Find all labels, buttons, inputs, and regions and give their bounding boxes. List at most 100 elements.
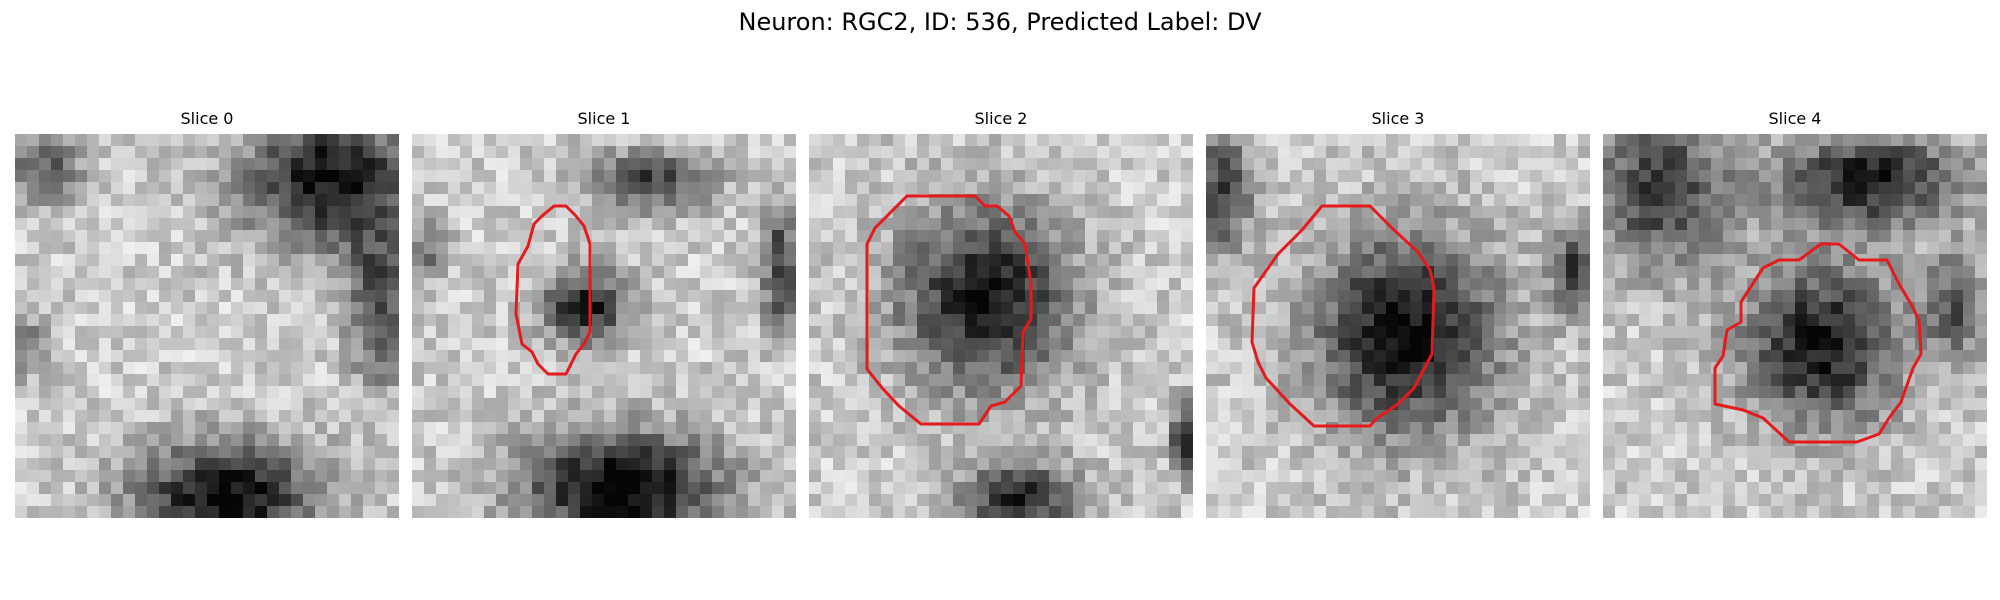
- image-pixel: [39, 134, 52, 147]
- image-pixel: [1109, 170, 1122, 183]
- image-pixel: [231, 302, 244, 315]
- image-pixel: [1434, 410, 1447, 423]
- image-pixel: [881, 422, 894, 435]
- image-pixel: [1157, 362, 1170, 375]
- image-pixel: [1879, 242, 1892, 255]
- image-pixel: [1819, 446, 1832, 459]
- image-pixel: [448, 158, 461, 171]
- image-pixel: [39, 182, 52, 195]
- image-pixel: [1771, 218, 1784, 231]
- image-pixel: [1362, 290, 1375, 303]
- image-pixel: [351, 206, 364, 219]
- image-pixel: [1157, 422, 1170, 435]
- image-pixel: [484, 350, 497, 363]
- image-pixel: [1867, 398, 1880, 411]
- image-pixel: [1639, 146, 1652, 159]
- image-pixel: [219, 314, 232, 327]
- image-pixel: [1230, 314, 1243, 327]
- image-pixel: [303, 446, 316, 459]
- image-pixel: [1506, 410, 1519, 423]
- image-pixel: [135, 434, 148, 447]
- image-pixel: [1230, 230, 1243, 243]
- image-pixel: [1903, 146, 1916, 159]
- image-pixel: [1578, 362, 1590, 375]
- image-pixel: [1133, 362, 1146, 375]
- image-pixel: [339, 470, 352, 483]
- image-pixel: [965, 134, 978, 147]
- image-pixel: [111, 434, 124, 447]
- image-pixel: [520, 386, 533, 399]
- image-pixel: [1338, 434, 1351, 447]
- image-pixel: [424, 494, 437, 507]
- image-pixel: [1013, 194, 1026, 207]
- image-pixel: [1145, 278, 1158, 291]
- image-pixel: [628, 182, 641, 195]
- image-pixel: [207, 326, 220, 339]
- image-pixel: [1266, 482, 1279, 495]
- image-pixel: [640, 134, 653, 147]
- image-pixel: [1831, 230, 1844, 243]
- image-pixel: [1675, 446, 1688, 459]
- image-pixel: [881, 338, 894, 351]
- image-pixel: [327, 446, 340, 459]
- image-pixel: [375, 302, 388, 315]
- image-pixel: [448, 506, 461, 518]
- image-pixel: [424, 326, 437, 339]
- image-pixel: [1975, 182, 1987, 195]
- image-pixel: [664, 170, 677, 183]
- image-pixel: [448, 410, 461, 423]
- image-pixel: [1578, 278, 1590, 291]
- image-pixel: [1578, 266, 1590, 279]
- image-pixel: [809, 158, 822, 171]
- image-pixel: [917, 362, 930, 375]
- image-pixel: [688, 350, 701, 363]
- image-pixel: [688, 206, 701, 219]
- image-pixel: [1975, 302, 1987, 315]
- image-pixel: [87, 386, 100, 399]
- image-pixel: [532, 494, 545, 507]
- image-pixel: [1651, 134, 1664, 147]
- image-pixel: [1290, 218, 1303, 231]
- image-pixel: [1085, 254, 1098, 267]
- image-pixel: [1687, 362, 1700, 375]
- image-pixel: [171, 362, 184, 375]
- image-pixel: [1422, 458, 1435, 471]
- image-pixel: [845, 374, 858, 387]
- image-pixel: [712, 506, 725, 518]
- image-pixel: [1374, 338, 1387, 351]
- image-pixel: [363, 374, 376, 387]
- image-pixel: [1615, 170, 1628, 183]
- image-pixel: [1566, 266, 1579, 279]
- image-pixel: [255, 230, 268, 243]
- image-pixel: [821, 230, 834, 243]
- image-pixel: [1723, 314, 1736, 327]
- image-pixel: [171, 206, 184, 219]
- image-pixel: [1831, 326, 1844, 339]
- image-pixel: [1530, 314, 1543, 327]
- image-pixel: [1627, 410, 1640, 423]
- image-pixel: [27, 230, 40, 243]
- image-pixel: [652, 182, 665, 195]
- image-pixel: [1097, 266, 1110, 279]
- image-pixel: [712, 182, 725, 195]
- image-pixel: [412, 362, 425, 375]
- image-pixel: [616, 266, 629, 279]
- image-pixel: [1855, 398, 1868, 411]
- image-pixel: [51, 338, 64, 351]
- image-pixel: [255, 254, 268, 267]
- image-pixel: [135, 470, 148, 483]
- image-pixel: [1482, 326, 1495, 339]
- image-pixel: [508, 134, 521, 147]
- image-pixel: [1169, 494, 1182, 507]
- image-pixel: [1807, 134, 1820, 147]
- image-pixel: [869, 506, 882, 518]
- image-pixel: [243, 134, 256, 147]
- image-pixel: [219, 194, 232, 207]
- image-pixel: [1494, 494, 1507, 507]
- image-pixel: [941, 446, 954, 459]
- image-pixel: [1975, 362, 1987, 375]
- image-pixel: [1494, 254, 1507, 267]
- image-pixel: [1855, 230, 1868, 243]
- image-pixel: [424, 266, 437, 279]
- image-pixel: [580, 482, 593, 495]
